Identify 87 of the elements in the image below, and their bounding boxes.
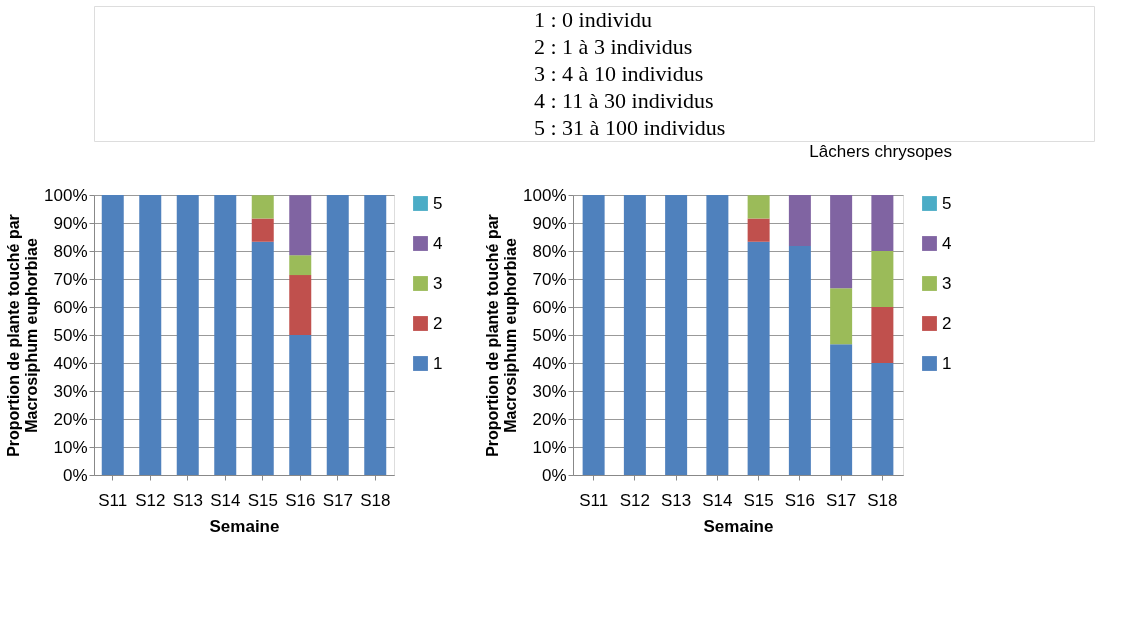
text: 1 : 0 individu bbox=[534, 6, 652, 32]
y-tick-label: 20% bbox=[532, 409, 567, 429]
legend-label: 2 bbox=[433, 313, 443, 333]
bar bbox=[364, 195, 387, 475]
bar bbox=[665, 195, 688, 475]
bar bbox=[871, 251, 894, 307]
bar bbox=[289, 255, 312, 276]
bar bbox=[706, 195, 729, 475]
bar bbox=[289, 195, 312, 256]
legend-label: 3 bbox=[942, 273, 952, 293]
y-axis-title: Proportion de plante touché par Macrosiphum euphorbiae bbox=[484, 214, 520, 457]
bar bbox=[788, 195, 811, 246]
legend-label: 3 bbox=[433, 273, 443, 293]
bar bbox=[139, 195, 162, 475]
text: 2 : 1 à 3 individus bbox=[534, 33, 693, 59]
bar bbox=[289, 275, 312, 335]
bar bbox=[251, 218, 274, 242]
y-tick-label: 50% bbox=[532, 325, 567, 345]
y-tick-label: 100% bbox=[44, 185, 88, 205]
y-tick-label: 0% bbox=[541, 465, 567, 485]
x-tick-label: S16 bbox=[285, 490, 316, 510]
bar bbox=[582, 195, 605, 475]
legend-label: 5 bbox=[942, 193, 952, 213]
y-tick-label: 10% bbox=[532, 437, 567, 457]
y-tick-label: 100% bbox=[523, 185, 567, 205]
y-tick-label: 40% bbox=[532, 353, 567, 373]
bar bbox=[830, 195, 853, 289]
bar bbox=[176, 195, 199, 475]
text: 5 : 31 à 100 individus bbox=[534, 114, 726, 140]
bar bbox=[871, 307, 894, 363]
x-tick-label: S18 bbox=[360, 490, 391, 510]
x-tick-label: S18 bbox=[867, 490, 898, 510]
bar bbox=[871, 363, 894, 475]
x-tick-label: S12 bbox=[135, 490, 166, 510]
text: 3 : 4 à 10 individus bbox=[534, 60, 704, 86]
legend-label: 2 bbox=[942, 313, 952, 333]
bar bbox=[788, 245, 811, 475]
x-tick-label: S17 bbox=[826, 490, 857, 510]
bar bbox=[830, 344, 853, 475]
x-tick-label: S13 bbox=[661, 490, 692, 510]
y-tick-label: 50% bbox=[53, 325, 88, 345]
x-tick-label: S12 bbox=[619, 490, 650, 510]
bar bbox=[830, 288, 853, 345]
y-tick-label: 90% bbox=[532, 213, 567, 233]
y-tick-label: 60% bbox=[532, 297, 567, 317]
x-axis-title: Semaine bbox=[703, 516, 774, 536]
y-tick-label: 90% bbox=[53, 213, 88, 233]
x-tick-label: S17 bbox=[322, 490, 353, 510]
text: Lâchers chrysopes bbox=[809, 142, 952, 161]
x-tick-label: S15 bbox=[247, 490, 278, 510]
bar bbox=[101, 195, 124, 475]
legend-label: 4 bbox=[942, 233, 952, 253]
y-tick-label: 40% bbox=[53, 353, 88, 373]
y-tick-label: 20% bbox=[53, 409, 88, 429]
bar bbox=[747, 241, 770, 475]
y-tick-label: 30% bbox=[532, 381, 567, 401]
x-tick-label: S16 bbox=[784, 490, 815, 510]
x-tick-label: S14 bbox=[702, 490, 733, 510]
y-tick-label: 80% bbox=[532, 241, 567, 261]
y-tick-label: 60% bbox=[53, 297, 88, 317]
y-tick-label: 10% bbox=[53, 437, 88, 457]
x-tick-label: S15 bbox=[743, 490, 774, 510]
x-axis-title: Semaine bbox=[209, 516, 280, 536]
x-tick-label: S14 bbox=[210, 490, 241, 510]
bar bbox=[251, 241, 274, 475]
legend-label: 4 bbox=[433, 233, 443, 253]
y-axis-title: Proportion de plante touché par Macrosiphum euphorbiae bbox=[5, 214, 41, 457]
bar bbox=[214, 195, 237, 475]
legend-label: 5 bbox=[433, 193, 443, 213]
y-tick-label: 70% bbox=[532, 269, 567, 289]
x-tick-label: S11 bbox=[98, 490, 128, 510]
x-tick-label: S13 bbox=[172, 490, 203, 510]
bar bbox=[251, 195, 274, 219]
bar bbox=[623, 195, 646, 475]
x-tick-label: S11 bbox=[579, 490, 609, 510]
y-tick-label: 30% bbox=[53, 381, 88, 401]
legend-label: 1 bbox=[433, 353, 443, 373]
bar bbox=[326, 195, 349, 475]
text: 4 : 11 à 30 individus bbox=[534, 87, 714, 113]
y-tick-label: 0% bbox=[62, 465, 88, 485]
bar bbox=[871, 195, 894, 251]
bar bbox=[747, 218, 770, 242]
y-tick-label: 80% bbox=[53, 241, 88, 261]
y-tick-label: 70% bbox=[53, 269, 88, 289]
bar bbox=[747, 195, 770, 219]
bar bbox=[289, 335, 312, 475]
legend-label: 1 bbox=[942, 353, 952, 373]
